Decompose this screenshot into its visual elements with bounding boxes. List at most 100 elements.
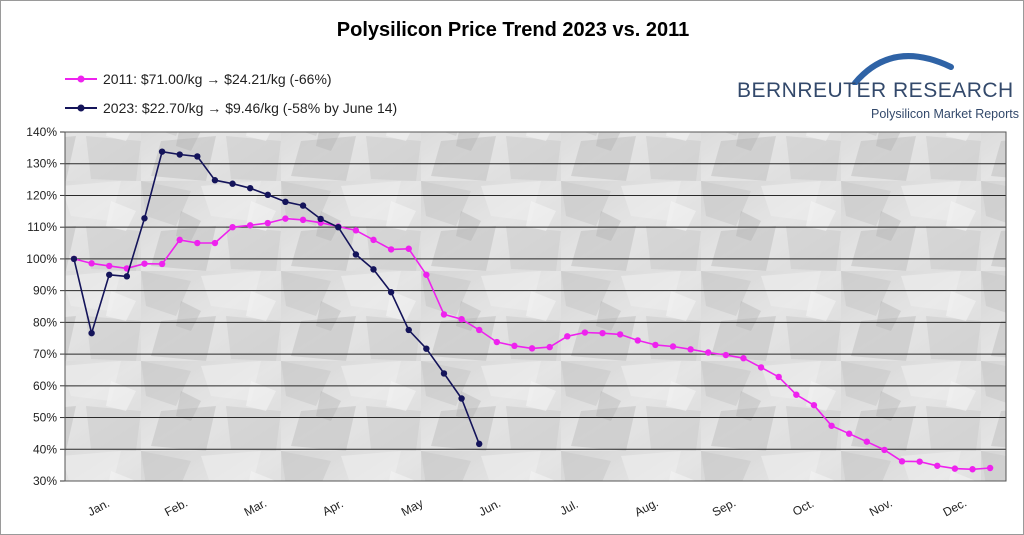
y-tick-label: 100% [26,252,57,266]
gridlines [65,131,1006,450]
data-point [106,262,113,270]
y-tick-label: 50% [33,411,57,425]
y-tick-label: 140% [26,125,57,139]
y-tick-label: 120% [26,188,57,202]
data-point [775,373,782,381]
data-point [88,260,95,267]
data-point [229,223,236,231]
data-point [669,343,677,350]
legend-item-2011: 2011: $71.00/kg → $24.21/kg (-66%) [63,69,332,89]
data-point [511,342,518,350]
data-point [387,246,395,253]
data-point [740,355,747,362]
x-tick-label: Jun. [476,496,503,519]
data-point [176,151,183,158]
data-point [616,331,624,338]
series-line [73,150,480,445]
x-tick-label: Apr. [320,496,345,518]
data-point [458,315,465,323]
data-point [934,462,941,469]
y-tick-label: 110% [27,220,57,234]
plot-border [64,131,1007,482]
data-point [317,215,324,223]
data-point [370,266,377,273]
data-point [687,346,694,353]
data-point [458,395,465,402]
legend-item-2023: 2023: $22.70/kg → $9.46/kg (-58% by June… [63,98,397,118]
legend-marker-2011 [65,75,97,83]
data-point [898,458,906,465]
data-point [652,341,659,349]
data-point [828,422,835,429]
x-tick-label: Jan. [85,496,112,519]
data-point [599,329,606,337]
data-point [845,430,853,437]
data-point [423,345,430,352]
data-point [793,391,800,398]
data-point [722,351,730,359]
data-point [476,326,483,334]
y-tick-label: 40% [33,442,57,456]
data-point [352,227,360,234]
legend-label-2011: 2011: $71.00/kg → $24.21/kg (-66%) [103,71,332,87]
data-point [705,349,712,356]
data-point [264,191,271,199]
data-point [211,177,219,184]
series-2011 [70,215,994,473]
data-point [299,216,307,224]
x-tick-label: Sep. [710,495,738,519]
plot-texture-rect [65,132,1006,481]
data-point [70,255,78,263]
data-point [123,273,131,280]
data-point [986,464,994,472]
chart-title: Polysilicon Price Trend 2023 vs. 2011 [336,19,690,41]
x-tick-label: Aug. [632,495,660,519]
data-point [229,180,236,187]
data-point [246,184,254,192]
data-point [387,289,395,296]
x-tick-label: Oct. [790,496,816,519]
data-point [476,440,483,448]
data-point [282,215,289,222]
data-point [581,329,589,336]
data-point [370,236,377,244]
data-series [70,148,994,473]
data-point [546,343,553,351]
y-tick-label: 30% [33,474,57,488]
data-point [158,148,166,155]
data-point [405,245,412,252]
x-tick-label: Mar. [242,496,269,519]
data-point [440,370,448,377]
data-point [528,345,536,352]
data-point [881,446,888,454]
y-tick-label: 70% [33,347,57,361]
data-point [106,271,113,278]
x-tick-label: Nov. [867,496,895,520]
logo-subtitle: Polysilicon Market Reports [871,107,1019,121]
data-point [493,338,501,346]
data-point [141,260,148,267]
plot-area-background [65,132,1006,481]
series-2023 [70,148,483,448]
data-point [405,326,412,334]
logo-arc-icon [852,53,954,85]
data-point [211,239,219,247]
logo-name: BERNREUTER RESEARCH [737,79,1014,102]
x-tick-label: Jul. [557,497,580,518]
data-point [440,311,448,318]
data-point [810,401,818,409]
data-point [141,215,148,222]
data-point [176,236,183,244]
data-point [158,260,166,268]
y-tick-label: 80% [33,315,57,329]
legend-marker-2023 [65,104,97,112]
data-point [757,364,765,371]
data-point [863,438,870,445]
data-point [194,153,201,160]
data-point [282,198,289,205]
data-point [916,458,923,465]
data-point [264,219,271,227]
data-point [299,202,307,209]
